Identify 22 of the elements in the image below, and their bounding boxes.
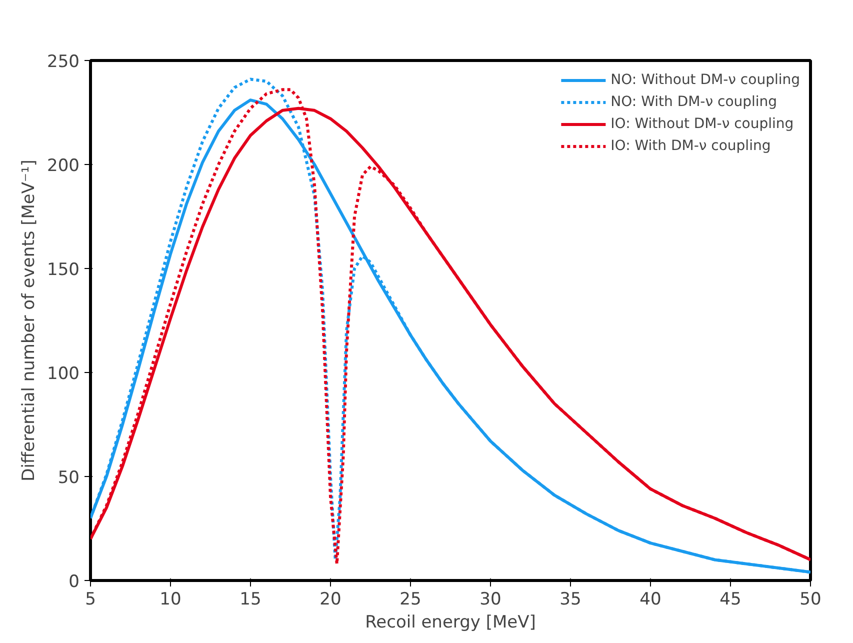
x-tick-label: 35 [560,590,582,610]
x-tick-label: 30 [480,590,502,610]
y-tick-label: 50 [58,468,80,488]
y-tick-label: 0 [68,572,80,592]
legend-label: IO: With DM-ν coupling [610,138,771,154]
y-tick-label: 200 [47,156,80,176]
x-tick-label: 50 [800,590,822,610]
legend-label: NO: With DM-ν coupling [610,94,778,110]
legend-label: NO: Without DM-ν coupling [610,72,800,88]
x-tick-label: 25 [400,590,422,610]
x-tick-label: 45 [720,590,742,610]
x-axis-title: Recoil energy [MeV] [365,612,536,632]
x-tick-label: 40 [640,590,662,610]
x-tick-label: 5 [85,590,96,610]
x-tick-label: 20 [320,590,342,610]
x-tick-label: 15 [240,590,262,610]
y-axis-title: Differential number of events [MeV⁻¹] [19,160,40,482]
y-tick-label: 250 [47,52,80,72]
y-tick-label: 150 [47,260,80,280]
legend-label: IO: Without DM-ν coupling [610,116,794,132]
x-tick-label: 10 [160,590,182,610]
y-tick-label: 100 [47,364,80,384]
